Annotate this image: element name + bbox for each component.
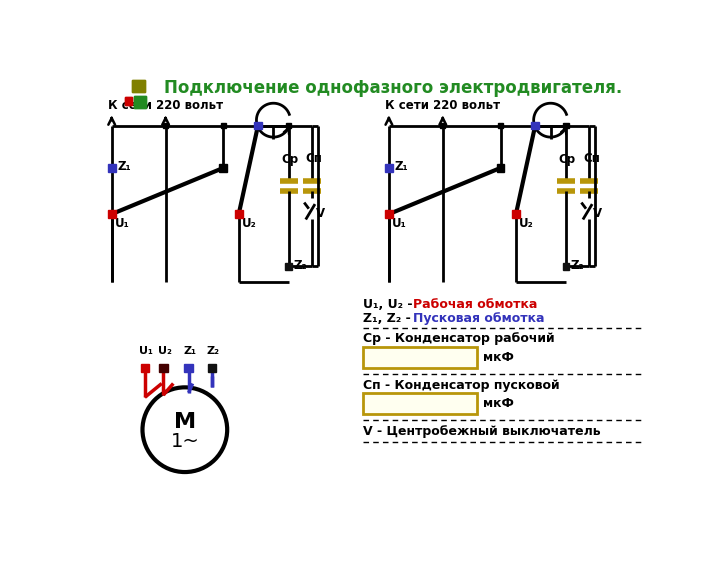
Bar — [497, 164, 505, 172]
Text: Cп: Cп — [306, 153, 323, 166]
Text: U₁: U₁ — [115, 217, 130, 230]
Bar — [133, 80, 145, 93]
Bar — [235, 210, 243, 218]
Text: U₂: U₂ — [519, 217, 534, 230]
Bar — [440, 123, 445, 128]
Text: К сети 220 вольт: К сети 220 вольт — [385, 99, 500, 112]
FancyBboxPatch shape — [363, 393, 478, 414]
Bar — [108, 210, 115, 218]
Text: U₂: U₂ — [242, 217, 257, 230]
Text: Cр: Cр — [558, 153, 576, 166]
Bar — [163, 123, 168, 128]
Bar — [125, 97, 133, 105]
Bar — [385, 210, 393, 218]
Text: U₁, U₂ -: U₁, U₂ - — [363, 298, 418, 311]
Text: Z₁, Z₂ -: Z₁, Z₂ - — [363, 311, 415, 324]
Text: V - Центробежный выключатель: V - Центробежный выключатель — [363, 425, 601, 438]
Text: Z₂: Z₂ — [207, 346, 220, 356]
Bar — [512, 210, 520, 218]
Text: 1~: 1~ — [170, 432, 199, 451]
Text: К сети 220 вольт: К сети 220 вольт — [108, 99, 223, 112]
Bar — [220, 123, 226, 128]
Bar — [255, 123, 261, 128]
Bar — [286, 123, 291, 128]
Text: Z₂: Z₂ — [571, 259, 584, 272]
Text: Cр: Cр — [281, 153, 298, 166]
Bar — [207, 364, 216, 372]
Bar — [134, 95, 146, 108]
Bar — [254, 121, 262, 129]
Bar — [108, 164, 115, 172]
Bar — [563, 263, 569, 270]
Bar — [125, 97, 133, 105]
Text: Рабочая обмотка: Рабочая обмотка — [413, 298, 537, 311]
Text: мкФ: мкФ — [483, 351, 514, 364]
Text: Подключение однофазного электродвигателя.: Подключение однофазного электродвигателя… — [164, 79, 622, 97]
Text: Z₂: Z₂ — [294, 259, 307, 272]
Text: M: M — [174, 412, 196, 432]
Text: U₂: U₂ — [158, 346, 172, 356]
Bar — [141, 364, 149, 372]
Text: Cп: Cп — [583, 153, 600, 166]
Text: Z₁: Z₁ — [394, 160, 408, 173]
Bar — [184, 364, 193, 372]
Bar — [134, 95, 146, 108]
Text: мкФ: мкФ — [483, 397, 514, 410]
Text: U₁: U₁ — [139, 346, 153, 356]
Bar — [385, 164, 393, 172]
Text: Z₁: Z₁ — [183, 346, 196, 356]
Bar — [531, 121, 539, 129]
Text: V: V — [593, 207, 602, 220]
Bar — [159, 364, 167, 372]
Text: U₁: U₁ — [392, 217, 407, 230]
Bar — [133, 80, 145, 93]
Bar — [532, 123, 538, 128]
Text: Cр - Конденсатор рабочий: Cр - Конденсатор рабочий — [363, 332, 555, 345]
Bar — [286, 263, 292, 270]
Bar — [498, 123, 503, 128]
Text: Cп - Конденсатор пусковой: Cп - Конденсатор пусковой — [363, 379, 560, 392]
Text: Пусковая обмотка: Пусковая обмотка — [413, 311, 544, 324]
Text: Z₁: Z₁ — [117, 160, 130, 173]
Text: V: V — [315, 207, 325, 220]
FancyBboxPatch shape — [363, 346, 478, 368]
Bar — [220, 164, 227, 172]
Bar — [563, 123, 568, 128]
